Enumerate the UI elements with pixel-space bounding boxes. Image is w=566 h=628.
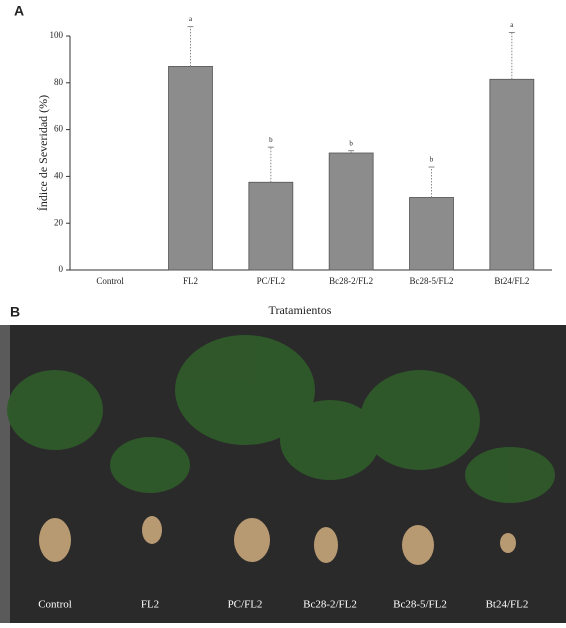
x-axis-title: Tratamientos bbox=[269, 303, 332, 317]
foliage bbox=[7, 335, 555, 503]
photo-label: FL2 bbox=[141, 599, 159, 611]
y-tick-label: 60 bbox=[54, 124, 64, 134]
significance-letter: b bbox=[269, 136, 273, 144]
panel-label: B bbox=[10, 304, 20, 320]
y-tick-label: 80 bbox=[54, 77, 64, 87]
x-tick-label: FL2 bbox=[183, 276, 198, 286]
significance-letter: b bbox=[349, 139, 353, 147]
y-axis-title: Índice de Severidad (%) bbox=[36, 95, 50, 211]
bar bbox=[328, 152, 374, 271]
ruler bbox=[0, 325, 10, 623]
x-tick-label: Bc28-2/FL2 bbox=[329, 276, 373, 286]
panel-label: A bbox=[14, 3, 24, 19]
x-tick-label: Bc28-5/FL2 bbox=[410, 276, 454, 286]
significance-letter: a bbox=[510, 21, 514, 29]
significance-letter: b bbox=[430, 156, 434, 164]
y-tick-label: 0 bbox=[59, 264, 64, 274]
bar bbox=[248, 181, 294, 271]
x-tick-label: Control bbox=[96, 276, 124, 286]
photo-label: PC/FL2 bbox=[228, 599, 263, 611]
photo-label: Control bbox=[38, 599, 72, 611]
bar bbox=[168, 66, 213, 271]
bar bbox=[409, 197, 454, 271]
x-tick-label: PC/FL2 bbox=[257, 276, 286, 286]
y-tick-label: 40 bbox=[54, 170, 64, 180]
y-tick-label: 100 bbox=[50, 30, 64, 40]
photo bbox=[0, 325, 566, 623]
photo-label: Bt24/FL2 bbox=[486, 599, 529, 611]
significance-letter: a bbox=[189, 15, 193, 23]
x-tick-label: Bt24/FL2 bbox=[494, 276, 529, 286]
roots bbox=[39, 516, 516, 565]
photo-label: Bc28-5/FL2 bbox=[393, 599, 447, 611]
bar bbox=[489, 78, 535, 271]
y-tick-label: 20 bbox=[54, 217, 64, 227]
photo-label: Bc28-2/FL2 bbox=[303, 599, 357, 611]
